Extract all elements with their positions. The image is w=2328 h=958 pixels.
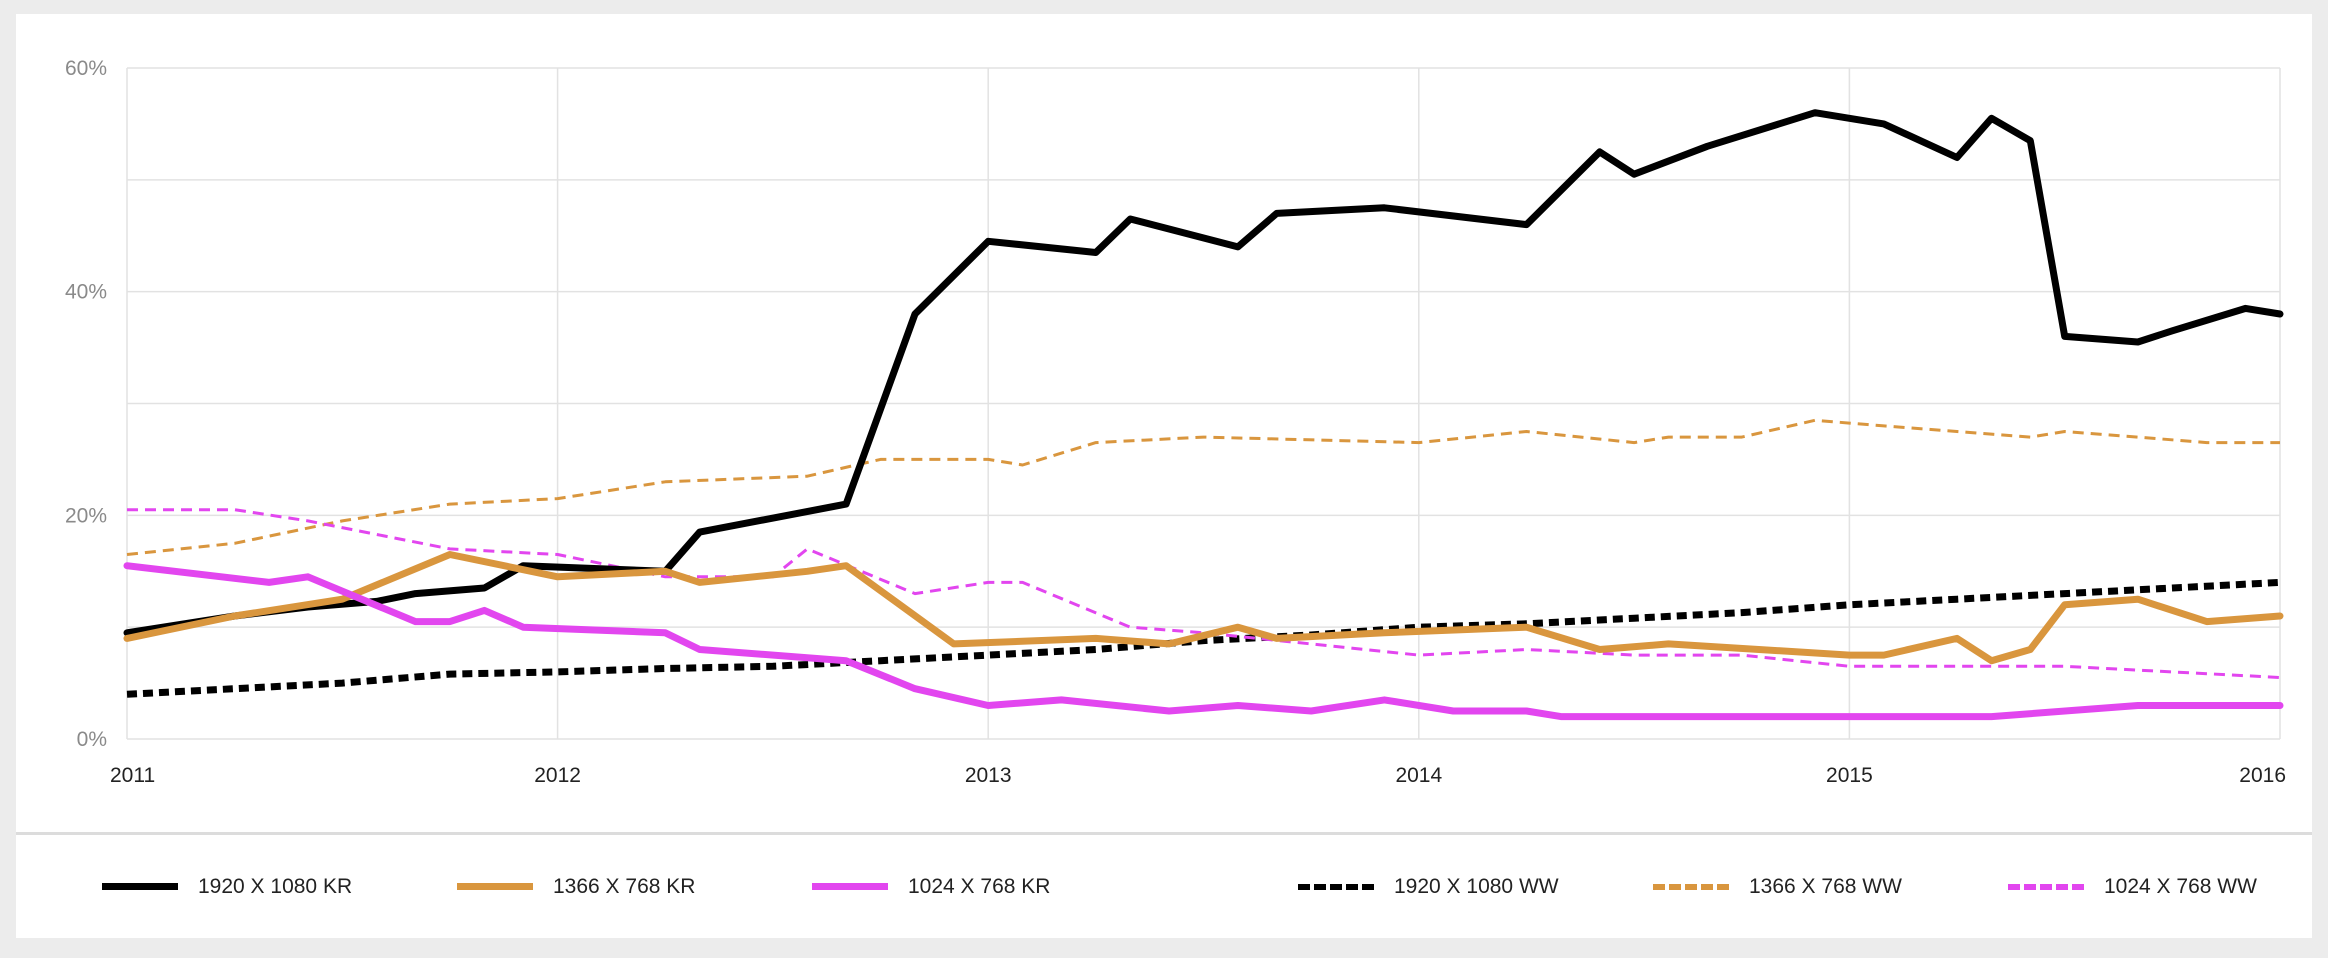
series-line-1024-x-768-ww [127,508,2281,679]
legend-label: 1920 X 1080 WW [1394,874,1559,898]
x-tick-label: 2015 [1826,764,1873,787]
series-line-1366-x-768-kr [123,551,2284,665]
legend-swatch [1298,883,1374,890]
legend-divider [16,832,2312,835]
y-tick-label: 40% [65,281,107,304]
tick-labels: 0% 20% 40% 60% 2011 2012 2013 2014 2015 2016 [65,57,2286,787]
x-tick-label: 2013 [965,764,1012,787]
x-tick-label: 2016 [2239,764,2286,787]
legend-swatch [457,883,533,890]
legend-label: 1920 X 1080 KR [198,874,353,898]
y-tick-label: 0% [77,728,107,751]
legend-item: 1024 X 768 KR [812,835,1050,938]
series-layer [123,109,2284,721]
x-tick-label: 2011 [110,764,155,787]
y-tick-label: 60% [65,57,107,80]
legend-label: 1366 X 768 WW [1749,874,1902,898]
chart-card: 0% 20% 40% 60% 2011 2012 2013 2014 2015 2016 1920… [16,14,2312,938]
x-tick-label: 2012 [534,764,581,787]
legend-swatch [812,883,888,890]
y-tick-label: 20% [65,504,107,527]
grid [126,67,2281,740]
series-line-1920-x-1080-kr [123,109,2284,637]
chart-svg: 0% 20% 40% 60% 2011 2012 2013 2014 2015 2016 [65,57,2286,787]
legend-item: 1024 X 768 WW [2008,835,2257,938]
legend-item: 1920 X 1080 KR [102,835,352,938]
series-line-1366-x-768-ww [126,418,2280,556]
x-tick-label: 2014 [1395,764,1442,787]
legend-swatch [2008,883,2084,890]
legend-label: 1024 X 768 KR [908,874,1051,898]
chart-area: 0% 20% 40% 60% 2011 2012 2013 2014 2015 2016 [16,14,2312,832]
legend: 1920 X 1080 KR 1366 X 768 KR 1024 X 768 KR… [16,835,2312,938]
legend-label: 1366 X 768 KR [553,874,696,898]
legend-item: 1366 X 768 WW [1653,835,1902,938]
series-line-1920-x-1080-ww [126,578,2281,698]
series-line-1024-x-768-kr [123,562,2284,721]
legend-item: 1920 X 1080 WW [1298,835,1559,938]
legend-label: 1024 X 768 WW [2104,874,2257,898]
legend-swatch [1653,883,1729,890]
legend-swatch [102,883,178,890]
legend-item: 1366 X 768 KR [457,835,695,938]
